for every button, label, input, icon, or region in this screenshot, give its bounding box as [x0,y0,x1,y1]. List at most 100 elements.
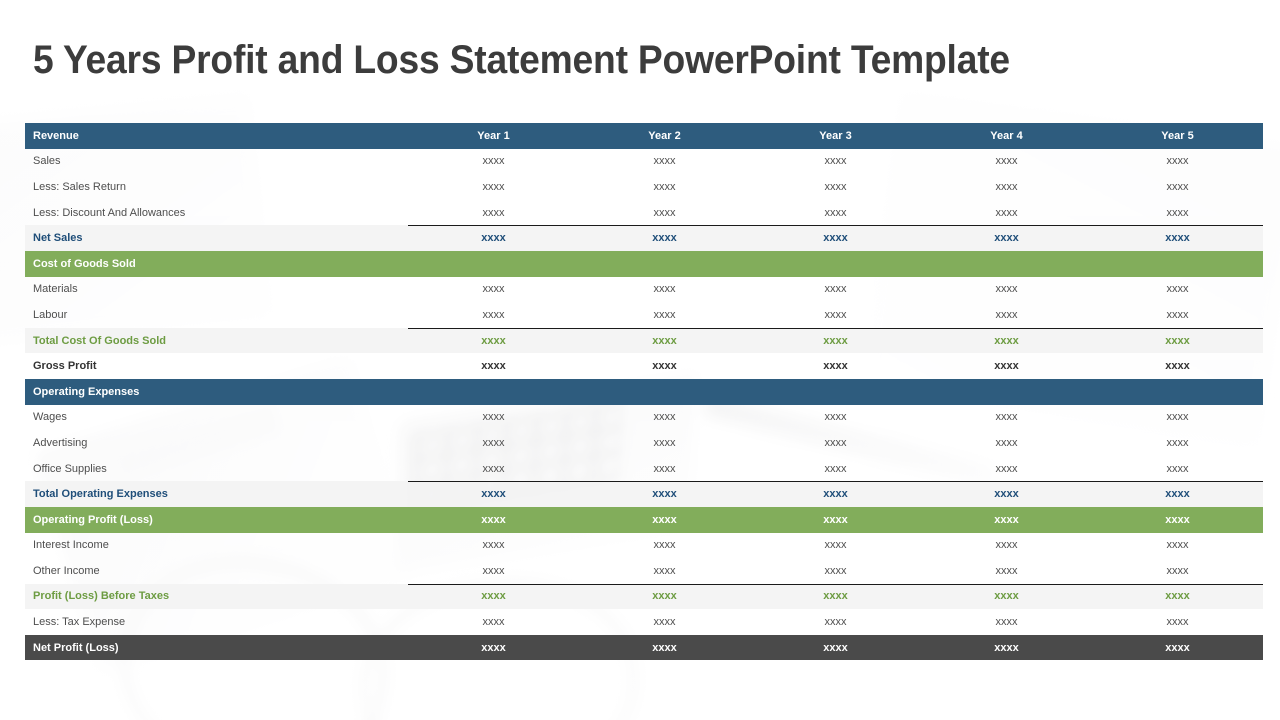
row-value [921,378,1092,405]
row-value: xxxx [1092,276,1263,303]
row-value [1092,378,1263,405]
row-value: xxxx [921,430,1092,456]
row-value: xxxx [579,481,750,507]
table-row: Other Income xxxx xxxx xxxx xxxx xxxx [25,558,1263,584]
row-value: xxxx [1092,455,1263,482]
table-row: Labour xxxx xxxx xxxx xxxx xxxx [25,302,1263,328]
row-value: xxxx [408,199,579,226]
row-value: xxxx [750,353,921,379]
column-header-year: Year 3 [750,123,921,149]
row-value [408,378,579,405]
row-label: Total Operating Expenses [25,481,408,507]
row-value: xxxx [408,353,579,379]
table-row: Net Sales xxxx xxxx xxxx xxxx xxxx [25,225,1263,251]
row-value: xxxx [408,430,579,456]
row-label: Revenue [25,123,408,149]
row-value [408,250,579,277]
row-value: xxxx [579,532,750,559]
page-title: 5 Years Profit and Loss Statement PowerP… [33,38,1010,82]
row-value: xxxx [921,225,1092,251]
row-value: xxxx [921,302,1092,328]
row-value: xxxx [750,532,921,559]
row-value: xxxx [1092,404,1263,431]
row-value: xxxx [408,583,579,610]
row-value [579,378,750,405]
row-value: xxxx [408,558,579,584]
row-label: Labour [25,302,408,328]
row-value: xxxx [579,583,750,610]
table-row: Profit (Loss) Before Taxes xxxx xxxx xxxx xx… [25,583,1263,610]
row-value: xxxx [579,174,750,200]
row-value: xxxx [750,225,921,251]
column-header-year: Year 5 [1092,123,1263,149]
table-row: Total Cost Of Goods Sold xxxx xxxx xxxx xxxx… [25,327,1263,354]
column-header-year: Year 1 [408,123,579,149]
table-row: Operating Expenses [25,378,1263,405]
row-value: xxxx [408,404,579,431]
row-value: xxxx [750,430,921,456]
row-value: xxxx [579,225,750,251]
row-value: xxxx [408,532,579,559]
row-value [750,250,921,277]
row-value: xxxx [921,506,1092,533]
row-value: xxxx [750,481,921,507]
row-label: Less: Discount And Allowances [25,199,408,226]
row-label: Operating Expenses [25,378,408,405]
row-value: xxxx [750,148,921,175]
row-value [750,378,921,405]
row-value: xxxx [579,455,750,482]
row-value: xxxx [1092,148,1263,175]
row-value: xxxx [1092,302,1263,328]
table-row: Interest Income xxxx xxxx xxxx xxxx xxxx [25,532,1263,559]
row-label: Advertising [25,430,408,456]
row-value: xxxx [750,506,921,533]
row-value: xxxx [921,327,1092,354]
row-label: Profit (Loss) Before Taxes [25,583,408,610]
row-value: xxxx [579,327,750,354]
row-label: Gross Profit [25,353,408,379]
row-value: xxxx [579,199,750,226]
row-value: xxxx [750,558,921,584]
row-value: xxxx [750,609,921,635]
table-row: Net Profit (Loss) xxxx xxxx xxxx xxxx xxxx [25,634,1263,661]
row-value: xxxx [579,353,750,379]
row-value: xxxx [921,481,1092,507]
row-label: Interest Income [25,532,408,559]
table-header-row: Revenue Year 1 Year 2 Year 3 Year 4 Year 5 [25,123,1263,149]
row-value: xxxx [1092,634,1263,661]
row-value: xxxx [1092,174,1263,200]
table-row: Gross Profit xxxx xxxx xxxx xxxx xxxx [25,353,1263,379]
row-value: xxxx [579,430,750,456]
table-row: Office Supplies xxxx xxxx xxxx xxxx xxxx [25,455,1263,482]
row-value: xxxx [750,174,921,200]
row-value: xxxx [408,276,579,303]
table-row: Sales xxxx xxxx xxxx xxxx xxxx [25,148,1263,175]
row-value: xxxx [1092,583,1263,610]
profit-and-loss-table-body: Revenue Year 1 Year 2 Year 3 Year 4 Year 5 Sal… [25,123,1263,661]
row-value: xxxx [579,302,750,328]
row-value: xxxx [921,276,1092,303]
row-label: Materials [25,276,408,303]
row-label: Net Sales [25,225,408,251]
row-value: xxxx [579,558,750,584]
table-row: Materials xxxx xxxx xxxx xxxx xxxx [25,276,1263,303]
table-row: Less: Sales Return xxxx xxxx xxxx xxxx xxxx [25,174,1263,200]
table-row: Total Operating Expenses xxxx xxxx xxxx xxxx… [25,481,1263,507]
row-value: xxxx [921,174,1092,200]
row-value: xxxx [750,583,921,610]
row-value: xxxx [750,199,921,226]
row-value: xxxx [408,481,579,507]
row-label: Less: Tax Expense [25,609,408,635]
row-value: xxxx [1092,430,1263,456]
row-label: Wages [25,404,408,431]
row-value: xxxx [921,558,1092,584]
table-row: Cost of Goods Sold [25,250,1263,277]
row-value: xxxx [408,148,579,175]
row-value: xxxx [408,506,579,533]
row-value: xxxx [579,276,750,303]
row-label: Net Profit (Loss) [25,634,408,661]
row-value: xxxx [579,148,750,175]
row-value: xxxx [579,404,750,431]
row-label: Operating Profit (Loss) [25,506,408,533]
